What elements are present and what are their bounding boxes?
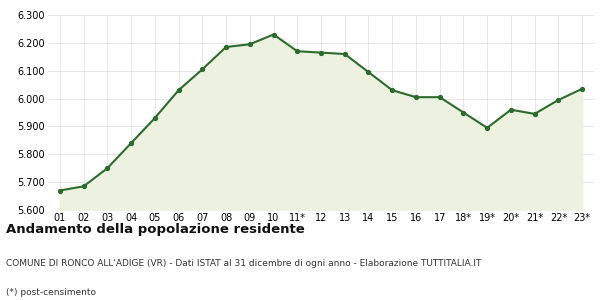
Text: COMUNE DI RONCO ALL'ADIGE (VR) - Dati ISTAT al 31 dicembre di ogni anno - Elabor: COMUNE DI RONCO ALL'ADIGE (VR) - Dati IS… bbox=[6, 260, 481, 268]
Text: Andamento della popolazione residente: Andamento della popolazione residente bbox=[6, 224, 305, 236]
Text: (*) post-censimento: (*) post-censimento bbox=[6, 288, 96, 297]
